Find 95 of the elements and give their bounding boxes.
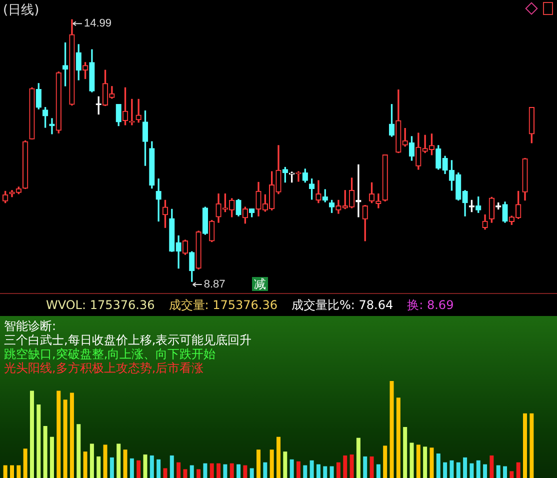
bar — [30, 390, 34, 478]
text: WVOL: 175376.36 — [46, 298, 155, 312]
bar — [356, 438, 360, 478]
bar — [350, 454, 354, 478]
bar — [383, 446, 388, 478]
bar — [136, 460, 141, 478]
bar — [430, 448, 434, 478]
bar — [63, 400, 68, 478]
bar — [56, 390, 61, 478]
bar — [496, 465, 500, 478]
candlestick — [156, 178, 162, 222]
candlestick — [356, 164, 362, 218]
bar — [443, 462, 448, 478]
bar — [490, 455, 494, 478]
bar — [110, 457, 114, 478]
bar — [103, 444, 108, 478]
bar — [183, 469, 188, 478]
bar — [396, 398, 400, 478]
candlestick — [376, 193, 382, 208]
bar — [410, 442, 414, 478]
chart-title: (日线) — [3, 2, 40, 19]
bar — [203, 463, 208, 478]
bar — [376, 464, 380, 478]
bar — [403, 427, 408, 478]
bar — [210, 463, 214, 478]
bar — [523, 413, 528, 478]
bar — [470, 463, 474, 478]
bar — [163, 468, 168, 478]
bar — [70, 392, 74, 478]
bar — [123, 450, 128, 478]
bar — [243, 465, 248, 478]
bar — [296, 461, 300, 478]
bar — [236, 464, 241, 478]
bar — [436, 454, 440, 478]
bar — [363, 456, 368, 478]
bar — [263, 462, 268, 478]
bar — [256, 450, 261, 478]
bar — [330, 466, 334, 478]
bar — [250, 468, 254, 478]
bar — [156, 459, 161, 478]
bar — [423, 446, 428, 478]
bar — [303, 465, 308, 478]
bar — [96, 456, 101, 478]
bar — [23, 448, 28, 478]
bar — [370, 456, 374, 478]
bar — [336, 462, 340, 478]
bar — [170, 455, 174, 478]
text: 跳空缺口,突破盘整,向上涨、向下跌开始 — [4, 347, 217, 361]
bar — [190, 465, 194, 478]
bar — [176, 462, 181, 478]
bar — [450, 460, 454, 478]
text: 成交量: 175376.36 — [168, 296, 278, 314]
text: 成交量比%: 78.64 — [292, 296, 394, 314]
bar — [530, 413, 534, 478]
bar — [76, 424, 81, 478]
bar — [83, 452, 88, 478]
bar — [50, 436, 54, 478]
bar — [476, 460, 480, 478]
bar — [290, 459, 294, 478]
bar — [283, 452, 288, 478]
text: 光头阳线,多方积极上攻态势,后市看涨 — [4, 361, 205, 375]
bar — [456, 462, 460, 478]
bar — [43, 426, 48, 478]
bar — [150, 455, 154, 478]
bar — [216, 463, 221, 478]
bar — [463, 457, 468, 478]
annotation: 14.99 — [84, 18, 112, 30]
bar — [16, 465, 21, 478]
bar — [516, 462, 520, 478]
bar — [323, 466, 328, 478]
text: 换: 8.69 — [407, 296, 454, 314]
bar — [316, 464, 320, 478]
bar — [116, 444, 121, 478]
bar — [483, 464, 488, 478]
bar — [416, 444, 420, 478]
bar — [36, 404, 41, 478]
bar — [223, 464, 228, 478]
bar — [503, 466, 508, 478]
text: 智能诊断: — [4, 319, 58, 333]
bar — [10, 465, 14, 478]
bar — [143, 454, 148, 478]
bar — [343, 455, 348, 478]
annotation: 8.87 — [204, 278, 226, 291]
bar — [510, 471, 514, 478]
bar — [130, 458, 134, 478]
bar — [276, 436, 280, 478]
bar — [270, 450, 274, 478]
text: 三个白武士,每日收盘价上移,表示可能见底回升 — [4, 333, 253, 347]
annotation: 减 — [252, 277, 268, 291]
bar — [196, 469, 201, 478]
bar — [3, 465, 8, 478]
bar — [90, 444, 94, 478]
bar — [310, 460, 314, 478]
bar — [390, 380, 394, 478]
bar — [230, 463, 234, 478]
